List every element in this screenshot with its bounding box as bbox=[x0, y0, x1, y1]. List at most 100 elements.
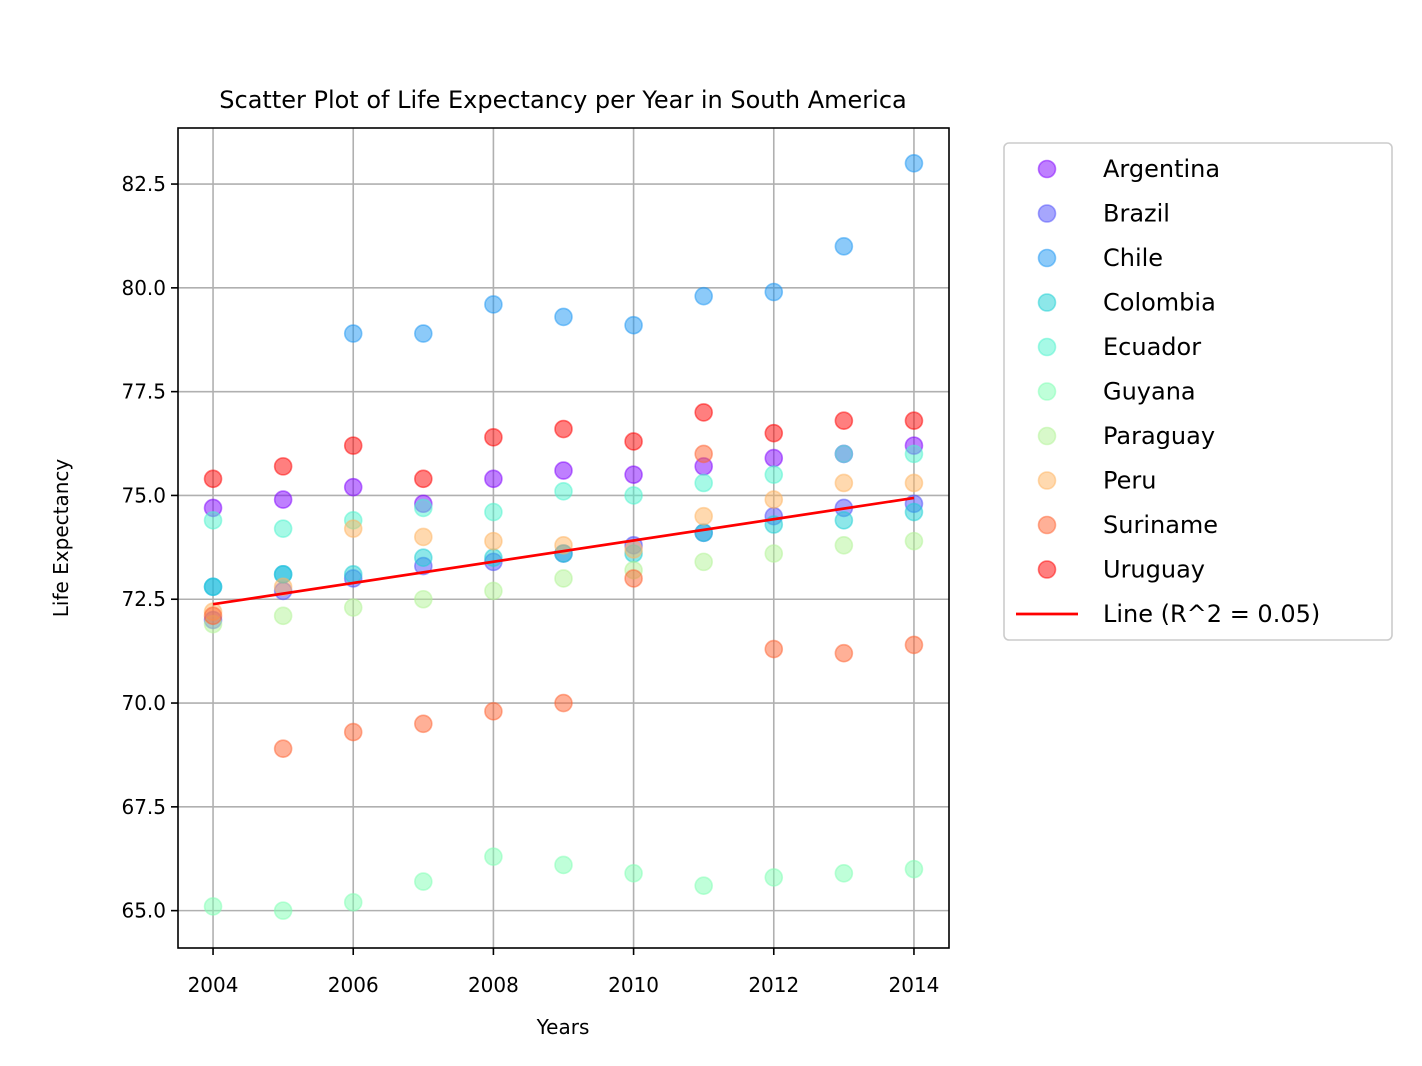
point-ecuador bbox=[273, 519, 293, 538]
legend-label: Suriname bbox=[1103, 511, 1218, 539]
point-guyana bbox=[694, 876, 713, 896]
point-peru bbox=[834, 473, 854, 493]
point-guyana bbox=[343, 893, 363, 912]
point-argentina bbox=[624, 465, 643, 484]
y-tick-label: 82.5 bbox=[121, 172, 166, 196]
point-paraguay bbox=[764, 544, 784, 563]
legend-label: Chile bbox=[1103, 244, 1163, 272]
point-ecuador bbox=[554, 481, 573, 501]
legend-marker bbox=[1037, 382, 1057, 401]
point-uruguay bbox=[554, 419, 573, 439]
legend-marker bbox=[1037, 426, 1057, 446]
y-axis-label: Life Expectancy bbox=[49, 459, 73, 618]
point-chile bbox=[834, 237, 854, 256]
point-paraguay bbox=[484, 581, 503, 601]
legend-label: Guyana bbox=[1103, 378, 1196, 406]
point-ecuador bbox=[904, 444, 924, 464]
point-chile bbox=[624, 315, 643, 335]
point-ecuador bbox=[834, 444, 854, 464]
legend-marker bbox=[1037, 515, 1057, 535]
point-argentina bbox=[554, 461, 573, 480]
point-peru bbox=[904, 473, 924, 493]
point-uruguay bbox=[273, 457, 293, 476]
point-suriname bbox=[343, 722, 363, 742]
point-ecuador bbox=[624, 486, 643, 505]
point-paraguay bbox=[343, 598, 363, 617]
point-guyana bbox=[624, 863, 643, 883]
legend-label: Brazil bbox=[1103, 200, 1170, 228]
point-chile bbox=[904, 153, 924, 173]
point-suriname bbox=[273, 739, 293, 759]
point-colombia bbox=[904, 502, 924, 522]
point-argentina bbox=[764, 448, 784, 468]
legend-label: Line (R^2 = 0.05) bbox=[1103, 600, 1320, 628]
point-uruguay bbox=[764, 423, 784, 443]
x-tick-label: 2010 bbox=[608, 973, 659, 997]
point-suriname bbox=[624, 569, 643, 588]
point-ecuador bbox=[694, 473, 713, 493]
point-paraguay bbox=[554, 569, 573, 588]
point-guyana bbox=[484, 847, 503, 866]
point-peru bbox=[484, 531, 503, 551]
point-colombia bbox=[203, 577, 223, 597]
point-ecuador bbox=[484, 502, 503, 522]
legend-label: Argentina bbox=[1103, 155, 1220, 183]
point-uruguay bbox=[904, 411, 924, 431]
point-colombia bbox=[414, 548, 433, 568]
point-suriname bbox=[904, 635, 924, 655]
point-uruguay bbox=[343, 436, 363, 455]
legend-marker bbox=[1037, 560, 1057, 579]
point-guyana bbox=[834, 863, 854, 883]
point-chile bbox=[694, 286, 713, 306]
point-suriname bbox=[414, 714, 433, 734]
point-ecuador bbox=[414, 498, 433, 518]
y-tick-label: 80.0 bbox=[121, 276, 166, 300]
point-paraguay bbox=[834, 535, 854, 555]
legend-label: Colombia bbox=[1103, 289, 1216, 317]
x-axis-ticks: 2004 2006 2008 2010 2012 2014 bbox=[188, 948, 939, 997]
point-chile bbox=[554, 307, 573, 327]
point-paraguay bbox=[414, 589, 433, 609]
point-peru bbox=[694, 506, 713, 526]
point-guyana bbox=[554, 855, 573, 875]
point-peru bbox=[624, 540, 643, 559]
point-peru bbox=[414, 527, 433, 547]
point-chile bbox=[414, 324, 433, 343]
x-tick-label: 2004 bbox=[188, 973, 239, 997]
chart-title: Scatter Plot of Life Expectancy per Year… bbox=[219, 86, 906, 114]
x-tick-label: 2012 bbox=[748, 973, 799, 997]
y-tick-label: 72.5 bbox=[121, 587, 166, 611]
point-chile bbox=[343, 324, 363, 343]
legend-marker bbox=[1037, 293, 1057, 312]
legend-label: Paraguay bbox=[1103, 422, 1215, 450]
point-guyana bbox=[203, 897, 223, 916]
point-uruguay bbox=[834, 411, 854, 431]
point-paraguay bbox=[904, 531, 924, 551]
legend: Argentina Brazil Chile Colombia Ecuador Guyan… bbox=[1003, 142, 1393, 641]
point-peru bbox=[343, 519, 363, 538]
point-chile bbox=[764, 282, 784, 302]
point-peru bbox=[273, 577, 293, 597]
point-colombia bbox=[834, 511, 854, 530]
point-uruguay bbox=[624, 432, 643, 451]
legend-marker bbox=[1037, 248, 1057, 268]
point-argentina bbox=[484, 469, 503, 489]
point-chile bbox=[484, 295, 503, 314]
point-ecuador bbox=[203, 511, 223, 530]
point-guyana bbox=[764, 868, 784, 887]
point-uruguay bbox=[484, 428, 503, 447]
point-paraguay bbox=[273, 606, 293, 626]
point-ecuador bbox=[764, 465, 784, 484]
legend-marker bbox=[1037, 204, 1057, 223]
legend-label: Ecuador bbox=[1103, 333, 1201, 361]
point-uruguay bbox=[694, 403, 713, 422]
legend-marker bbox=[1037, 159, 1057, 179]
point-suriname bbox=[484, 702, 503, 721]
plot-frame bbox=[177, 127, 950, 949]
y-tick-label: 75.0 bbox=[121, 483, 166, 507]
point-argentina bbox=[273, 490, 293, 509]
legend-box bbox=[1003, 142, 1393, 641]
y-tick-label: 70.0 bbox=[121, 691, 166, 715]
y-tick-label: 65.0 bbox=[121, 899, 166, 923]
